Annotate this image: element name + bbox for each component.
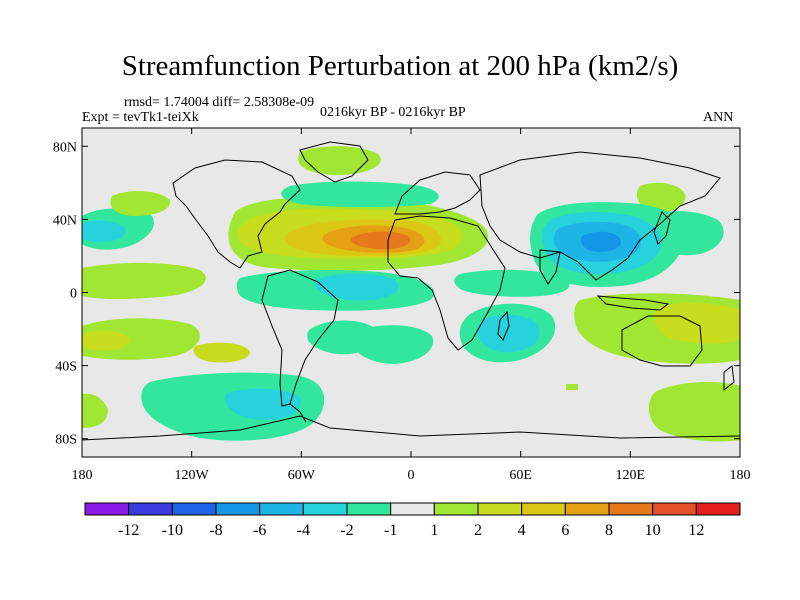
coastline-asia	[479, 151, 721, 281]
negative-region-southern-ocean-core	[224, 388, 301, 420]
colorbar-swatch	[477, 502, 523, 516]
lat-label: 0	[70, 287, 77, 302]
colorbar-swatch	[390, 502, 435, 516]
negative-region-east-pacific-north-core	[82, 220, 126, 242]
lat-label: 40N	[53, 213, 77, 228]
coastline-japan	[653, 211, 671, 245]
colorbar-swatch	[171, 502, 217, 516]
lon-label: 60E	[509, 468, 532, 483]
negative-region-indian-ocean-equator	[454, 269, 570, 297]
colorbar-swatch	[302, 502, 348, 516]
positive-region-southern-ocean-west	[82, 393, 108, 428]
colorbar-label: -12	[118, 522, 139, 539]
colorbar-label: 1	[430, 522, 438, 539]
positive-region-southern-ocean-east	[648, 382, 740, 442]
coastline-antarctica	[82, 415, 740, 441]
positive-region-kamchatka	[636, 182, 686, 213]
rmsd-stats: rmsd= 1.74004 diff= 2.58308e-09	[124, 95, 315, 110]
coastline-north-america	[172, 159, 301, 269]
negative-region-north-atlantic-arc	[281, 181, 439, 207]
colorbar-swatch	[521, 502, 566, 516]
coastline-greenland	[299, 141, 369, 183]
colorbar-swatch	[128, 502, 173, 516]
colorbar-label: 8	[605, 522, 613, 539]
colorbar-label: -1	[384, 522, 397, 539]
period-label: 0216kyr BP - 0216kyr BP	[320, 105, 466, 120]
colorbar-swatch	[215, 502, 261, 516]
lat-label: 80S	[55, 433, 77, 448]
colorbar-label: -10	[162, 522, 183, 539]
coastline-indonesia	[596, 295, 670, 311]
coastline-australia	[621, 315, 703, 367]
lon-label: 120E	[616, 468, 646, 483]
colorbar-swatch	[433, 502, 479, 516]
colorbar-label: 6	[561, 522, 569, 539]
coastline-africa	[387, 215, 506, 351]
colorbar-label: -4	[297, 522, 310, 539]
colorbar-swatch	[84, 502, 130, 516]
lon-label: 0	[408, 468, 415, 483]
positive-region-south-pacific-mid	[193, 342, 250, 363]
colorbar-label: -2	[340, 522, 353, 539]
positive-region-australia-core	[654, 303, 740, 344]
positive-region-north-pacific	[110, 191, 171, 216]
colorbar-swatch	[259, 502, 304, 516]
positive-region-south-pacific-core	[82, 330, 130, 351]
colorbar-swatch	[652, 502, 697, 516]
coastline-india	[539, 249, 561, 285]
negative-region-tropical-atlantic-core	[315, 273, 399, 301]
colorbar-label: 10	[645, 522, 661, 539]
lon-label: 180	[730, 468, 751, 483]
negative-region-south-africa-indian-core	[477, 314, 540, 353]
coastline-new-zealand	[723, 365, 735, 392]
positive-region-sahara-max	[351, 231, 411, 250]
colorbar: -12 -10 -8 -6 -4 -2 -1 1 2 4 6 8 10 12	[84, 502, 741, 539]
coastline-south-america	[261, 269, 339, 407]
negative-region-south-atlantic	[352, 325, 434, 364]
experiment-label: Expt = tevTk1-teiXk	[82, 110, 199, 125]
lon-label: 180	[72, 468, 93, 483]
lat-label: 80N	[53, 140, 77, 155]
coastline-antarctic-peninsula	[289, 403, 307, 423]
colorbar-label: -8	[209, 522, 222, 539]
colorbar-swatch	[564, 502, 610, 516]
colorbar-swatch	[695, 502, 741, 516]
positive-region-small-patch	[566, 384, 578, 390]
lat-label: 40S	[55, 360, 77, 375]
axis-ticks: 80N 40N 0 40S 80S 180 120W 60W 0 60E 120E 180	[53, 128, 751, 483]
season-label: ANN	[703, 110, 734, 125]
colorbar-label: -6	[253, 522, 266, 539]
lon-label: 120W	[175, 468, 210, 483]
colorbar-swatch	[608, 502, 654, 516]
coastline-madagascar	[497, 310, 510, 341]
coastline-europe	[394, 171, 481, 215]
page-title: Streamfunction Perturbation at 200 hPa (…	[121, 50, 679, 82]
negative-region-asia-core	[581, 231, 621, 252]
positive-region-tropical-pacific-east	[82, 263, 206, 299]
colorbar-label: 4	[518, 522, 526, 539]
lon-label: 60W	[288, 468, 316, 483]
contour-field	[82, 128, 740, 457]
coastlines	[82, 141, 740, 441]
colorbar-swatch	[346, 502, 392, 516]
colorbar-label: 12	[688, 522, 704, 539]
colorbar-label: 2	[474, 522, 482, 539]
